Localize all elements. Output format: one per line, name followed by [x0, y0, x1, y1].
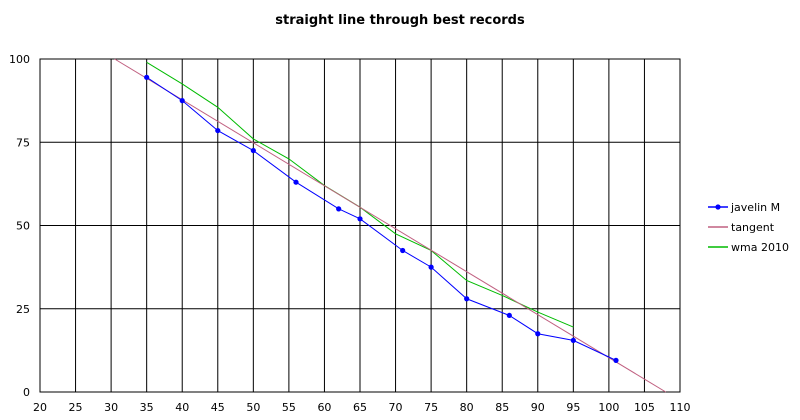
data-point — [144, 74, 150, 80]
series-line-javelin-m — [146, 76, 617, 361]
x-tick-label: 100 — [598, 401, 619, 414]
legend-item-wma-2010: wma 2010 — [708, 241, 789, 254]
data-point — [464, 296, 470, 302]
data-point — [613, 357, 619, 363]
legend-marker — [715, 204, 721, 210]
y-tick-label: 0 — [23, 386, 30, 399]
x-tick-label: 110 — [670, 401, 691, 414]
x-tick-label: 45 — [211, 401, 225, 414]
data-point — [336, 206, 342, 212]
legend-label: wma 2010 — [731, 241, 789, 254]
series-javelin-m — [144, 74, 619, 363]
series-line-tangent — [114, 58, 667, 393]
data-point — [570, 337, 576, 343]
data-point — [506, 312, 512, 319]
data-point — [428, 264, 434, 270]
series-tangent — [114, 58, 667, 393]
legend-label: tangent — [731, 221, 775, 234]
x-tick-label: 75 — [424, 401, 438, 414]
tick-labels: 20 25 30 35 40 45 50 55 60 65 70 75 80 85 90 95 100 105 11… — [9, 53, 691, 414]
y-tick-label: 75 — [16, 136, 30, 149]
x-tick-label: 40 — [175, 401, 189, 414]
data-point — [400, 247, 406, 254]
data-point — [293, 179, 299, 185]
x-tick-label: 35 — [140, 401, 154, 414]
x-tick-label: 25 — [69, 401, 83, 414]
plot-frame — [39, 58, 681, 393]
x-tick-label: 70 — [389, 401, 403, 414]
grid — [39, 58, 681, 393]
series-layer — [114, 58, 667, 393]
data-point — [357, 216, 363, 222]
legend-item-tangent: tangent — [708, 221, 775, 234]
data-point — [250, 147, 256, 154]
data-point — [215, 127, 221, 134]
data-point — [535, 331, 541, 337]
x-tick-label: 80 — [460, 401, 474, 414]
legend-item-javelin-m: javelin M — [708, 201, 780, 214]
x-tick-label: 85 — [495, 401, 509, 414]
x-tick-label: 105 — [634, 401, 655, 414]
chart-title: straight line through best records — [275, 13, 525, 28]
legend: javelin M tangent wma 2010 — [708, 201, 789, 254]
y-tick-label: 25 — [16, 303, 30, 316]
x-tick-label: 65 — [353, 401, 367, 414]
y-tick-label: 50 — [16, 220, 30, 233]
legend-label: javelin M — [730, 201, 780, 214]
data-point — [179, 98, 185, 104]
x-tick-label: 95 — [566, 401, 580, 414]
x-tick-label: 30 — [104, 401, 118, 414]
x-tick-label: 90 — [531, 401, 545, 414]
x-tick-label: 60 — [317, 401, 331, 414]
x-tick-label: 50 — [246, 401, 260, 414]
y-tick-label: 100 — [9, 53, 30, 66]
x-tick-label: 20 — [33, 401, 47, 414]
x-tick-label: 55 — [282, 401, 296, 414]
